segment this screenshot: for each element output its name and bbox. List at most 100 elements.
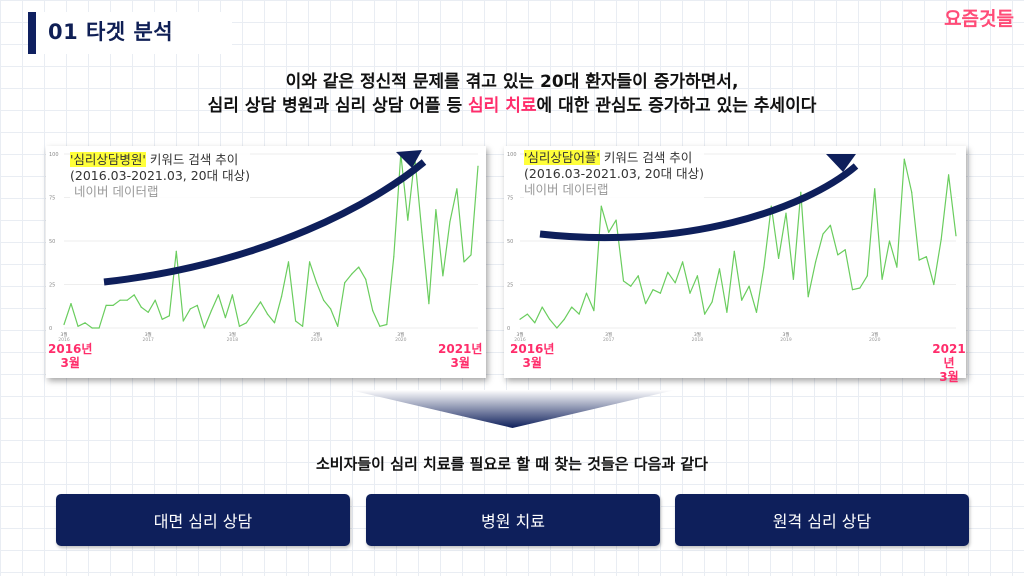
x-tick-month: 3월 — [694, 331, 701, 338]
data-point — [837, 254, 839, 256]
y-tick-label: 50 — [507, 239, 513, 245]
option-remote-counseling: 원격 심리 상담 — [675, 494, 969, 546]
data-point — [519, 318, 521, 320]
x-tick-year: 2017 — [603, 337, 615, 343]
data-point — [763, 266, 765, 268]
data-point — [800, 191, 802, 193]
data-point — [273, 322, 276, 324]
data-point — [280, 296, 283, 298]
data-point — [84, 322, 86, 324]
consumer-statement: 소비자들이 심리 치료를 필요로 할 때 찾는 것들은 다음과 같다 — [315, 455, 708, 473]
chart-legend-hospital: '심리상담병원' 키워드 검색 추이 (2016.03-2021.03, 20대… — [70, 152, 250, 200]
data-point — [70, 303, 72, 305]
data-point — [704, 313, 706, 315]
data-point — [330, 308, 332, 310]
x-tick-year: 2020 — [869, 337, 881, 343]
data-point — [365, 278, 367, 280]
x-tick-month: 3월 — [605, 331, 612, 338]
headline-highlight: 심리 치료 — [468, 96, 537, 116]
data-point — [578, 313, 580, 315]
option-face-to-face-counseling: 대면 심리 상담 — [56, 494, 350, 546]
data-point — [549, 318, 551, 320]
data-point — [896, 266, 898, 268]
data-point — [428, 303, 430, 305]
data-point — [645, 303, 647, 305]
data-point — [477, 165, 479, 167]
down-arrow-shape — [350, 390, 675, 428]
data-point — [608, 231, 610, 233]
data-point — [63, 323, 65, 326]
data-point — [463, 261, 465, 263]
data-point — [785, 212, 787, 214]
x-tick-month: 3월 — [229, 331, 236, 338]
data-point — [98, 327, 100, 329]
data-point — [407, 219, 409, 221]
data-point — [851, 289, 854, 291]
data-point — [309, 261, 311, 263]
data-point — [302, 325, 304, 327]
data-point — [563, 318, 565, 320]
data-point — [168, 315, 170, 317]
headline-line-2-post: 에 대한 관심도 증가하고 있는 추세이다 — [536, 96, 817, 116]
data-point — [442, 275, 444, 277]
data-point — [615, 219, 617, 221]
legend-period-app: (2016.03-2021.03, 20대 대상) — [524, 166, 704, 181]
data-point — [295, 320, 297, 322]
x-tick-year: 2018 — [692, 337, 704, 343]
data-point — [770, 205, 772, 207]
y-tick-label: 75 — [49, 196, 55, 202]
headline-line-1: 이와 같은 정신적 문제를 겪고 있는 20대 환자들이 증가하면서, — [285, 72, 739, 92]
data-point — [778, 257, 780, 259]
data-point — [874, 188, 876, 190]
series-line — [63, 153, 479, 329]
data-point — [807, 296, 809, 298]
start-label-app: 2016년 3월 — [510, 342, 555, 370]
data-point — [600, 205, 602, 207]
data-point — [154, 299, 156, 301]
x-tick-year: 2016 — [514, 337, 526, 343]
legend-keyword-hospital: '심리상담병원' — [70, 152, 146, 167]
trend-arrow-head — [826, 154, 856, 172]
data-point — [189, 308, 191, 310]
data-point — [351, 273, 353, 275]
data-point — [196, 304, 198, 306]
data-point — [925, 256, 927, 258]
data-point — [940, 238, 942, 240]
data-point — [918, 259, 920, 261]
data-point — [792, 278, 794, 280]
data-point — [323, 299, 325, 301]
data-point — [238, 325, 240, 327]
data-point — [112, 304, 114, 306]
data-point — [534, 322, 536, 324]
trend-arrow-head — [396, 150, 422, 168]
data-point — [379, 325, 381, 327]
data-point — [585, 292, 588, 294]
x-tick-year: 2019 — [780, 337, 792, 343]
title-accent-bar — [28, 12, 36, 54]
title-background — [36, 12, 232, 54]
data-point — [337, 325, 339, 327]
data-point — [217, 294, 219, 296]
y-tick-label: 0 — [49, 326, 52, 332]
data-point — [955, 235, 957, 237]
y-tick-label: 0 — [507, 326, 510, 332]
data-point — [741, 299, 743, 301]
data-point — [881, 278, 883, 280]
data-point — [252, 311, 255, 313]
data-point — [829, 224, 831, 226]
data-point — [822, 233, 824, 235]
data-point — [470, 254, 472, 256]
data-point — [203, 327, 205, 329]
data-point — [224, 317, 226, 319]
x-tick-month: 3월 — [313, 331, 320, 338]
x-tick-year: 2020 — [395, 337, 407, 343]
data-point — [718, 268, 721, 270]
chart-card-hospital: 0 25 50 75 100 3월 2016 3월 2017 3월 2018 3월 2019 3월 2020… — [46, 146, 486, 378]
data-point — [435, 209, 437, 211]
data-point — [161, 318, 163, 320]
data-point — [119, 299, 121, 301]
data-point — [911, 191, 913, 193]
data-point — [748, 285, 750, 287]
data-point — [667, 271, 669, 273]
x-tick-year: 2019 — [311, 337, 323, 343]
